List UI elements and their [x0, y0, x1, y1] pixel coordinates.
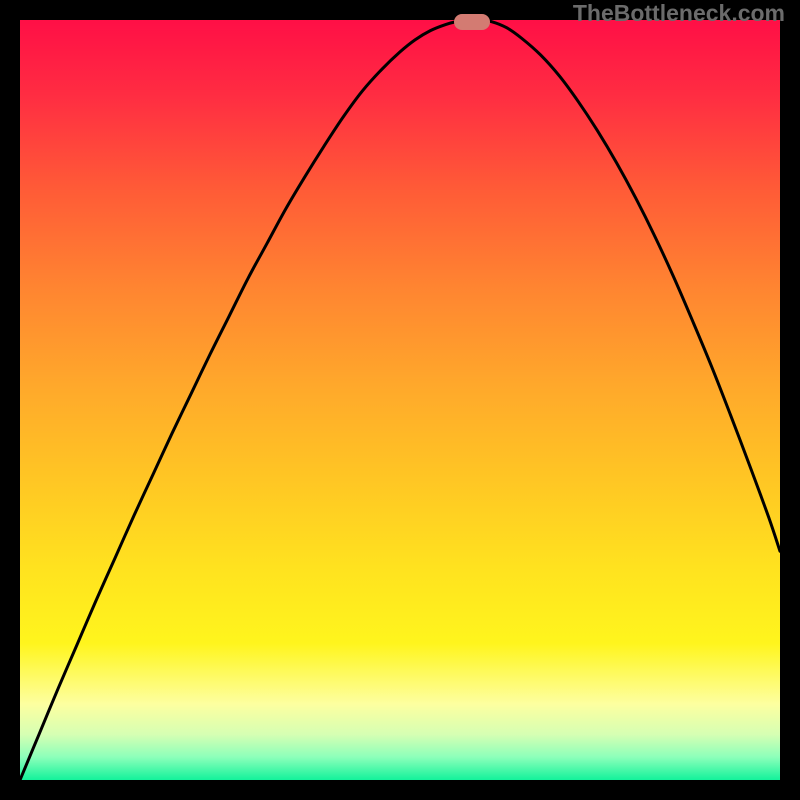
watermark-text: TheBottleneck.com: [573, 0, 785, 27]
plot-area: [20, 20, 780, 780]
optimal-marker: [454, 14, 490, 30]
chart-container: TheBottleneck.com: [0, 0, 800, 800]
bottleneck-curve: [20, 20, 780, 780]
